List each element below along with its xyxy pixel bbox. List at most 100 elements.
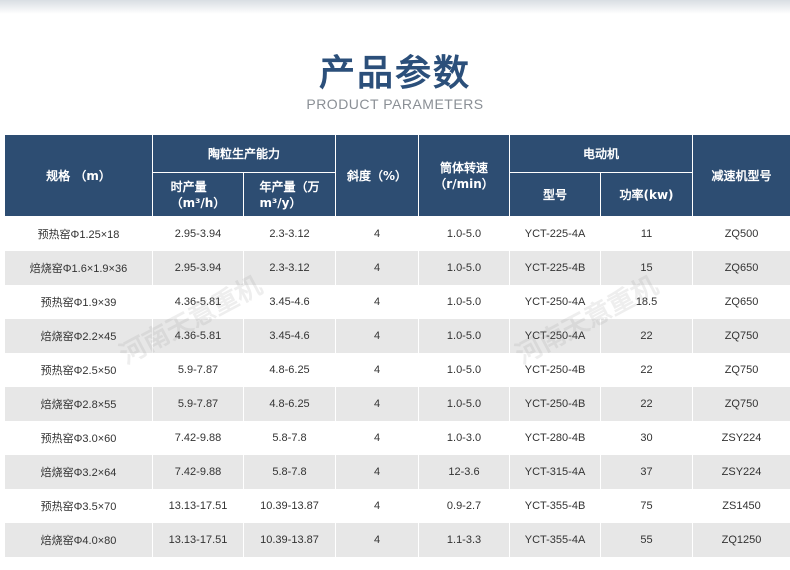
cell-speed: 12-3.6 xyxy=(418,455,511,489)
table-subheader-row: 时产量 （m³/h） 年产量（万 m³/y） 型号 功率(kw) xyxy=(5,172,790,217)
cell-slope: 4 xyxy=(335,421,420,455)
cell-spec: 预热窑Φ1.25×18 xyxy=(4,216,153,251)
cell-speed: 1.0-5.0 xyxy=(418,387,511,421)
table-row: 预热窑Φ1.25×18 2.95-3.94 2.3-3.12 4 1.0-5.0 YCT-… xyxy=(4,216,790,251)
cell-power: 18.5 xyxy=(600,285,694,319)
cell-spec: 焙烧窑Φ4.0×80 xyxy=(4,523,153,557)
cell-motor: YCT-225-4A xyxy=(509,216,602,251)
cell-motor: YCT-250-4B xyxy=(509,353,602,387)
cell-power: 75 xyxy=(600,489,694,523)
cell-hourly: 13.13-17.51 xyxy=(152,523,244,557)
cell-reducer: ZQ650 xyxy=(692,285,790,319)
cell-slope: 4 xyxy=(335,489,420,523)
cell-motor: YCT-225-4B xyxy=(509,251,602,285)
cell-annual: 3.45-4.6 xyxy=(242,285,337,319)
cell-annual: 4.8-6.25 xyxy=(242,353,337,387)
header-annual-output: 年产量（万 m³/y） xyxy=(242,172,337,217)
cell-reducer: ZQ650 xyxy=(692,251,790,285)
cell-spec: 焙烧窑Φ2.8×55 xyxy=(4,387,153,421)
top-shadow-bar xyxy=(0,0,790,14)
header-hourly-output: 时产量 （m³/h） xyxy=(152,172,244,217)
header-speed: 筒体转速 （r/min） xyxy=(418,134,511,217)
header-slope: 斜度（%） xyxy=(335,134,420,217)
parameters-table: 规格 （m） 陶粒生产能力 斜度（%） 筒体转速 （r/min） 电动机 减速机… xyxy=(4,134,790,557)
cell-hourly: 4.36-5.81 xyxy=(152,285,244,319)
header-motor-model: 型号 xyxy=(509,172,602,217)
cell-motor: YCT-250-4A xyxy=(509,285,602,319)
cell-power: 22 xyxy=(600,319,694,353)
cell-slope: 4 xyxy=(335,523,420,557)
cell-motor: YCT-250-4A xyxy=(509,319,602,353)
cell-annual: 2.3-3.12 xyxy=(242,216,337,251)
cell-speed: 1.0-5.0 xyxy=(418,285,511,319)
cell-slope: 4 xyxy=(335,216,420,251)
cell-spec: 焙烧窑Φ1.6×1.9×36 xyxy=(4,251,153,285)
cell-hourly: 4.36-5.81 xyxy=(152,319,244,353)
cell-annual: 10.39-13.87 xyxy=(242,523,337,557)
cell-reducer: ZQ750 xyxy=(692,353,790,387)
cell-motor: YCT-280-4B xyxy=(509,421,602,455)
cell-hourly: 5.9-7.87 xyxy=(152,387,244,421)
cell-power: 30 xyxy=(600,421,694,455)
cell-reducer: ZSY224 xyxy=(692,455,790,489)
header-spec: 规格 （m） xyxy=(4,134,153,217)
cell-annual: 3.45-4.6 xyxy=(242,319,337,353)
cell-motor: YCT-355-4A xyxy=(509,523,602,557)
cell-annual: 10.39-13.87 xyxy=(242,489,337,523)
cell-slope: 4 xyxy=(335,387,420,421)
table-row: 焙烧窑Φ3.2×64 7.42-9.88 5.8-7.8 4 12-3.6 YCT-315… xyxy=(4,455,790,489)
table-row: 预热窑Φ3.0×60 7.42-9.88 5.8-7.8 4 1.0-3.0 YCT-28… xyxy=(4,421,790,455)
cell-power: 55 xyxy=(600,523,694,557)
cell-hourly: 13.13-17.51 xyxy=(152,489,244,523)
cell-annual: 4.8-6.25 xyxy=(242,387,337,421)
cell-speed: 1.0-5.0 xyxy=(418,251,511,285)
cell-hourly: 2.95-3.94 xyxy=(152,251,244,285)
header-capacity: 陶粒生产能力 xyxy=(151,134,337,173)
cell-slope: 4 xyxy=(335,353,420,387)
cell-speed: 0.9-2.7 xyxy=(418,489,511,523)
cell-reducer: ZQ1250 xyxy=(692,523,790,557)
cell-hourly: 2.95-3.94 xyxy=(152,216,244,251)
header-motor-power: 功率(kw) xyxy=(600,172,694,217)
cell-slope: 4 xyxy=(335,285,420,319)
cell-slope: 4 xyxy=(335,319,420,353)
cell-reducer: ZS1450 xyxy=(692,489,790,523)
cell-spec: 焙烧窑Φ3.2×64 xyxy=(4,455,153,489)
table-row: 焙烧窑Φ4.0×80 13.13-17.51 10.39-13.87 4 1.1-3.3… xyxy=(4,523,790,557)
cell-power: 15 xyxy=(600,251,694,285)
cell-reducer: ZQ750 xyxy=(692,319,790,353)
cell-power: 22 xyxy=(600,353,694,387)
cell-spec: 预热窑Φ3.0×60 xyxy=(4,421,153,455)
cell-motor: YCT-355-4B xyxy=(509,489,602,523)
header-reducer: 减速机型号 xyxy=(692,134,790,217)
cell-spec: 预热窑Φ2.5×50 xyxy=(4,353,153,387)
cell-spec: 焙烧窑Φ2.2×45 xyxy=(4,319,153,353)
cell-speed: 1.0-5.0 xyxy=(418,319,511,353)
cell-annual: 2.3-3.12 xyxy=(242,251,337,285)
cell-speed: 1.0-5.0 xyxy=(418,216,511,251)
cell-reducer: ZQ750 xyxy=(692,387,790,421)
cell-speed: 1.0-3.0 xyxy=(418,421,511,455)
cell-power: 11 xyxy=(600,216,694,251)
cell-speed: 1.0-5.0 xyxy=(418,353,511,387)
cell-hourly: 7.42-9.88 xyxy=(152,455,244,489)
table-row: 预热窑Φ3.5×70 13.13-17.51 10.39-13.87 4 0.9-2.7… xyxy=(4,489,790,523)
page-title: 产品参数 xyxy=(318,53,471,94)
cell-spec: 预热窑Φ3.5×70 xyxy=(4,489,153,523)
table-row: 焙烧窑Φ2.2×45 4.36-5.81 3.45-4.6 4 1.0-5.0 YCT-2… xyxy=(4,319,790,353)
cell-slope: 4 xyxy=(335,455,420,489)
cell-hourly: 7.42-9.88 xyxy=(152,421,244,455)
cell-slope: 4 xyxy=(335,251,420,285)
header-motor: 电动机 xyxy=(509,134,694,173)
cell-hourly: 5.9-7.87 xyxy=(152,353,244,387)
cell-annual: 5.8-7.8 xyxy=(242,455,337,489)
cell-reducer: ZSY224 xyxy=(692,421,790,455)
page-subtitle: PRODUCT PARAMETERS xyxy=(306,96,484,112)
table-row: 预热窑Φ2.5×50 5.9-7.87 4.8-6.25 4 1.0-5.0 YCT-25… xyxy=(4,353,790,387)
table-row: 焙烧窑Φ2.8×55 5.9-7.87 4.8-6.25 4 1.0-5.0 YCT-25… xyxy=(4,387,790,421)
cell-speed: 1.1-3.3 xyxy=(418,523,511,557)
table-row: 焙烧窑Φ1.6×1.9×36 2.95-3.94 2.3-3.12 4 1.0-5.0 Y… xyxy=(4,251,790,285)
cell-spec: 预热窑Φ1.9×39 xyxy=(4,285,153,319)
cell-motor: YCT-250-4B xyxy=(509,387,602,421)
cell-reducer: ZQ500 xyxy=(692,216,790,251)
